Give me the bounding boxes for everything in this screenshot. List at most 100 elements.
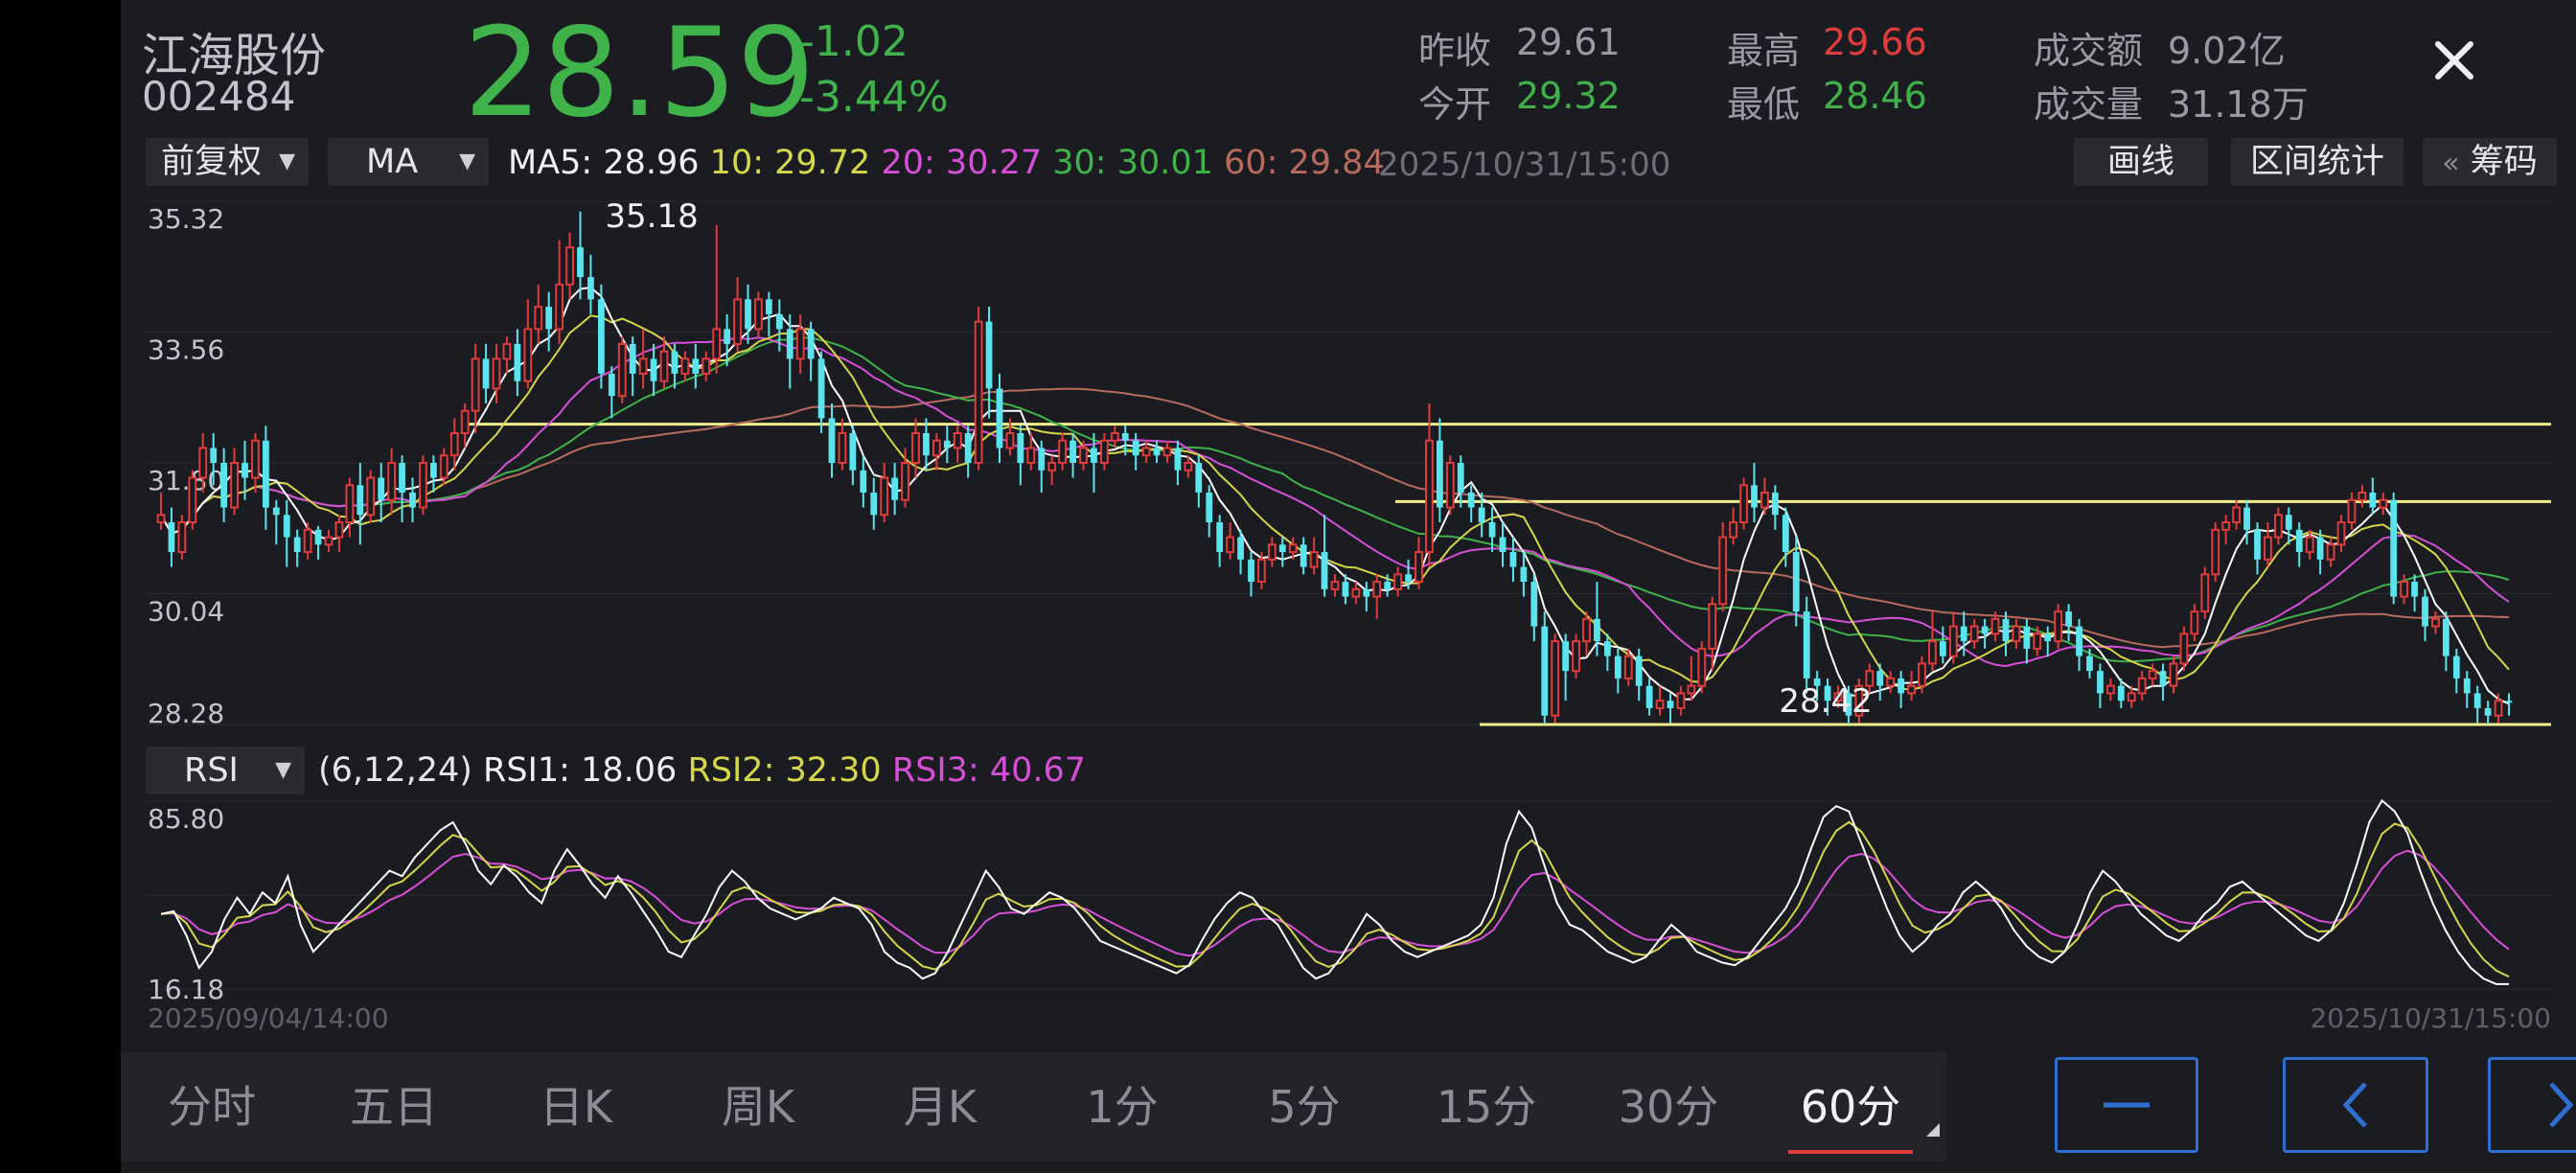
candle-body (1300, 544, 1307, 567)
rsi-params: (6,12,24) (318, 751, 472, 790)
close-x-icon[interactable] (2421, 27, 2488, 94)
sub-indicator-select[interactable]: RSI ▼ (146, 747, 305, 794)
open-value: 29.32 (1516, 75, 1621, 117)
indicator-select[interactable]: MA ▼ (328, 138, 489, 186)
candle-body (1206, 493, 1213, 523)
tab-4[interactable]: 月K (903, 1081, 978, 1133)
tab-8[interactable]: 30分 (1618, 1081, 1719, 1133)
start-time-label: 2025/09/04/14:00 (148, 1002, 389, 1034)
candlestick-chart[interactable]: 35.32 33.56 31.80 30.04 28.28 35.18 28.42 (121, 188, 2576, 738)
cursor-datetime: 2025/10/31/15:00 (1378, 146, 1671, 184)
tab-3[interactable]: 周K (721, 1081, 795, 1133)
candle-body (828, 418, 836, 463)
rsi3-value: RSI3: 40.67 (891, 751, 1087, 790)
candle-body (2295, 529, 2303, 553)
candle-body (891, 477, 899, 500)
candle-body (733, 298, 742, 345)
candle-body (901, 462, 909, 501)
candle-body (2273, 514, 2283, 539)
tab-6[interactable]: 5分 (1268, 1081, 1341, 1133)
candle-body (712, 328, 722, 360)
candle-body (870, 493, 878, 516)
candle-body (2264, 536, 2272, 561)
tab-7[interactable]: 15分 (1436, 1081, 1537, 1133)
candle-body (168, 522, 175, 553)
candle-body (399, 463, 405, 494)
candle-body (2254, 529, 2261, 560)
candle-body (1708, 603, 1717, 650)
candle-body (1687, 684, 1696, 695)
rsi2-line (160, 820, 2510, 978)
candle-body (409, 493, 416, 508)
ma5-value: MA5: 28.96 (508, 144, 700, 182)
candle-body (2505, 701, 2513, 703)
candle-body (2243, 507, 2250, 530)
candle-body (838, 431, 847, 465)
candle-body (1237, 537, 1244, 560)
draw-line-button[interactable]: 画线 (2074, 138, 2208, 186)
candle-body (1351, 587, 1361, 598)
tab-0[interactable]: 分时 (168, 1081, 256, 1133)
candle-body (2326, 543, 2335, 561)
candle-body (2023, 626, 2031, 649)
amount-value: 9.02亿 (2168, 30, 2286, 72)
candle-body (1898, 678, 1905, 694)
candle-body (1017, 432, 1024, 463)
candle-body (220, 463, 228, 508)
candle-body (1939, 641, 1946, 656)
candle-body (985, 321, 993, 389)
candle-body (2316, 537, 2324, 560)
candle-body (1038, 448, 1046, 471)
candle-body (2044, 633, 2052, 642)
ma20-line (160, 336, 2510, 668)
candle-body (2431, 617, 2440, 628)
candle-body (1803, 611, 1810, 678)
candle-body (293, 537, 301, 553)
candle-body (334, 521, 344, 539)
candle-body (1729, 521, 1738, 539)
prev-button[interactable] (2283, 1057, 2428, 1153)
candle-body (565, 246, 574, 286)
candle-body (1876, 671, 1884, 686)
ma10-value: 10: 29.72 (709, 144, 871, 182)
candle-body (471, 357, 480, 412)
candle-body (2117, 685, 2125, 702)
tab-1[interactable]: 五日 (350, 1081, 438, 1133)
y-tick-label: 31.80 (148, 465, 224, 496)
candle-body (449, 431, 459, 457)
candle-body (597, 299, 605, 374)
candle-body (702, 357, 711, 375)
candle-body (1267, 543, 1276, 561)
candle-body (1948, 625, 1958, 657)
candle-body (911, 431, 920, 465)
candle-body (1928, 640, 1937, 665)
candle-body (314, 529, 322, 545)
end-time-label: 2025/10/31/15:00 (2310, 1002, 2551, 1034)
candle-body (1655, 700, 1665, 709)
range-stats-button[interactable]: 区间统计 (2231, 138, 2404, 186)
adjust-select[interactable]: 前复权 ▼ (146, 138, 309, 186)
candle-body (1026, 447, 1036, 465)
candle-body (1309, 551, 1319, 568)
candle-body (419, 462, 427, 509)
ma-legend: MA5: 28.96 10: 29.72 20: 30.27 30: 30.01… (508, 144, 1385, 182)
chips-button[interactable]: « 筹码 (2423, 138, 2557, 186)
chips-label: 筹码 (2470, 143, 2538, 181)
tab-9[interactable]: 60分 (1760, 1052, 1942, 1162)
candle-body (1153, 448, 1161, 456)
candle-body (1091, 448, 1097, 463)
candle-body (2148, 670, 2157, 679)
candle-body (2452, 656, 2460, 678)
candle-body (1005, 431, 1015, 449)
candle-body (2127, 692, 2136, 702)
candle-body (387, 462, 397, 501)
candle-body (1488, 522, 1496, 538)
zoom-out-button[interactable] (2055, 1057, 2198, 1153)
y-tick-label: 30.04 (148, 596, 224, 628)
next-button[interactable] (2488, 1057, 2576, 1153)
candle-body (262, 440, 269, 508)
tab-2[interactable]: 日K (539, 1081, 613, 1133)
tab-5[interactable]: 1分 (1086, 1081, 1159, 1133)
candle-body (1718, 536, 1728, 606)
